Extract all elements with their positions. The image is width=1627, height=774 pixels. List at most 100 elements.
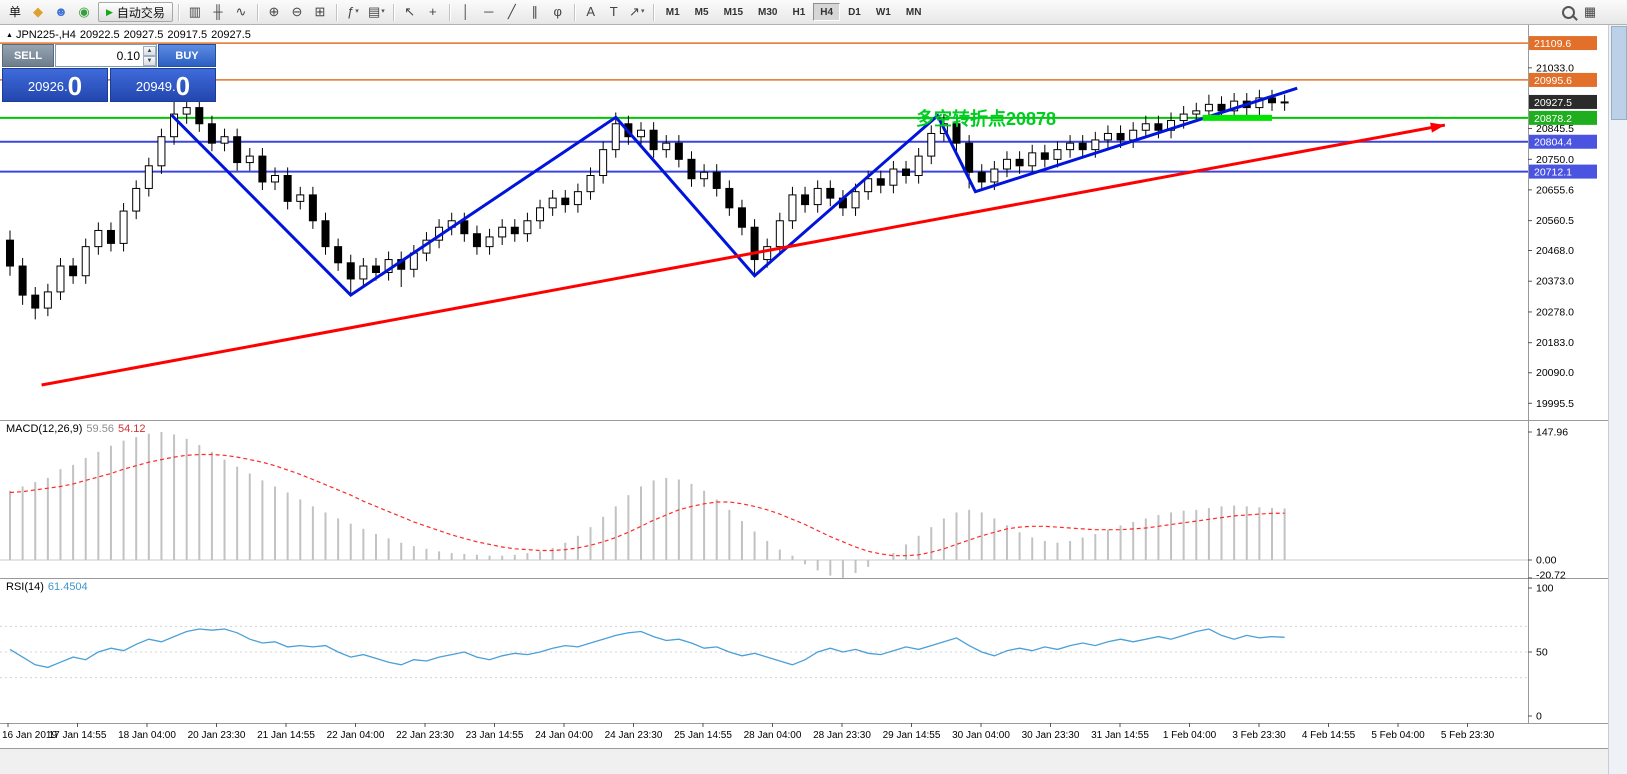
line-chart-icon[interactable]: ∿ xyxy=(230,2,252,22)
crosshair-icon[interactable]: + xyxy=(422,2,444,22)
new-order-button[interactable]: 单 xyxy=(4,2,26,22)
toolbar: 单 ◆ ☻ ◉ ▶ 自动交易 ▥ ╫ ∿ ⊕ ⊖ ⊞ ƒ ▾ ▤ ▾ ↖ + │ ─ ╱ ∥ φ A T ↗ ▾ M1 M5 M15 M30… xyxy=(0,0,1627,25)
pivot-annotation-label: 多空转折点20878 xyxy=(916,109,1057,129)
svg-text:20845.5: 20845.5 xyxy=(1536,123,1574,135)
svg-text:20468.0: 20468.0 xyxy=(1536,245,1574,257)
svg-text:20878.2: 20878.2 xyxy=(1534,113,1572,125)
timeframe-m30-button[interactable]: M30 xyxy=(751,3,784,21)
sell-price-button[interactable]: 20926. 0 xyxy=(2,68,108,102)
templates-icon[interactable]: ▤ ▾ xyxy=(365,2,388,22)
volume-up-button[interactable]: ▲ xyxy=(143,45,156,56)
autotrade-button[interactable]: ▶ 自动交易 xyxy=(98,2,173,22)
info-icon[interactable]: ◉ xyxy=(73,2,95,22)
zoom-in-icon[interactable]: ⊕ xyxy=(263,2,285,22)
svg-text:22 Jan 04:00: 22 Jan 04:00 xyxy=(327,730,385,741)
svg-text:20712.1: 20712.1 xyxy=(1534,167,1572,179)
buy-price-pip: 0 xyxy=(175,71,191,101)
chart-window: 21033.0 20845.5 20750.0 20655.6 20560.5 20468… xyxy=(0,25,1627,774)
macd-label: MACD(12,26,9) xyxy=(6,423,83,435)
search-icon[interactable] xyxy=(1557,2,1579,22)
trend-arrow-line[interactable] xyxy=(41,123,1446,387)
indicators-icon[interactable]: ƒ ▾ xyxy=(342,2,364,22)
text-tool-icon[interactable]: A xyxy=(580,2,602,22)
autotrade-label: 自动交易 xyxy=(116,5,165,20)
svg-text:5 Feb 04:00: 5 Feb 04:00 xyxy=(1371,730,1425,741)
svg-text:4 Feb 14:55: 4 Feb 14:55 xyxy=(1302,730,1356,741)
toolbar-separator xyxy=(573,3,575,21)
svg-text:0.00: 0.00 xyxy=(1536,555,1557,567)
profile-icon[interactable]: ☻ xyxy=(50,2,72,22)
close-value: 20927.5 xyxy=(211,29,251,41)
open-value: 20922.5 xyxy=(79,29,120,41)
timeframe-m15-button[interactable]: M15 xyxy=(717,3,750,21)
candlestick-chart-icon[interactable]: ╫ xyxy=(207,2,229,22)
macd-value: 59.56 xyxy=(86,423,114,435)
timeframe-d1-button[interactable]: D1 xyxy=(841,3,868,21)
svg-text:21033.0: 21033.0 xyxy=(1536,62,1574,74)
toolbar-separator xyxy=(335,3,337,21)
arrow-tool-icon[interactable]: ↗ ▾ xyxy=(626,2,648,22)
chart-canvas[interactable]: 21033.0 20845.5 20750.0 20655.6 20560.5 20468… xyxy=(0,25,1627,774)
svg-text:30 Jan 23:30: 30 Jan 23:30 xyxy=(1022,730,1080,741)
toolbar-separator xyxy=(652,3,654,21)
cursor-icon[interactable]: ↖ xyxy=(399,2,421,22)
timeframe-w1-button[interactable]: W1 xyxy=(869,3,898,21)
horizontal-level-lines[interactable] xyxy=(0,42,1528,173)
svg-text:147.96: 147.96 xyxy=(1536,427,1568,439)
timeframe-h4-button[interactable]: H4 xyxy=(813,3,841,21)
toolbar-separator xyxy=(448,3,450,21)
dropdown-caret-icon: ▾ xyxy=(381,8,385,15)
sell-price-pip: 0 xyxy=(67,71,83,101)
timeframe-h1-button[interactable]: H1 xyxy=(785,3,812,21)
fibonacci-icon[interactable]: φ xyxy=(547,2,569,22)
rsi-axis[interactable]: 100 50 0 xyxy=(1528,583,1554,723)
zoom-out-icon[interactable]: ⊖ xyxy=(286,2,308,22)
svg-text:20183.0: 20183.0 xyxy=(1536,337,1574,349)
timeframe-m5-button[interactable]: M5 xyxy=(688,3,716,21)
svg-text:20804.4: 20804.4 xyxy=(1534,137,1572,149)
svg-text:20278.0: 20278.0 xyxy=(1536,306,1574,318)
svg-text:31 Jan 14:55: 31 Jan 14:55 xyxy=(1091,730,1149,741)
volume-field[interactable]: 0.10 ▲ ▼ xyxy=(55,44,157,67)
svg-text:1 Feb 04:00: 1 Feb 04:00 xyxy=(1163,730,1217,741)
volume-down-button[interactable]: ▼ xyxy=(143,55,156,66)
svg-text:5 Feb 23:30: 5 Feb 23:30 xyxy=(1441,730,1495,741)
buy-button[interactable]: BUY xyxy=(158,44,216,67)
new-chart-icon[interactable]: ▦ xyxy=(1579,2,1601,22)
vertical-scrollbar[interactable] xyxy=(1608,25,1627,774)
rsi-label: RSI(14) xyxy=(6,581,44,593)
sell-button[interactable]: SELL xyxy=(2,44,54,67)
scrollbar-thumb[interactable] xyxy=(1611,26,1627,120)
candlestick-series xyxy=(6,89,1289,320)
dropdown-caret-icon: ▾ xyxy=(355,8,359,15)
trendline-icon[interactable]: ╱ xyxy=(501,2,523,22)
svg-text:20373.0: 20373.0 xyxy=(1536,276,1574,288)
tile-windows-icon[interactable]: ⊞ xyxy=(309,2,331,22)
rsi-indicator-header: RSI(14) 61.4504 xyxy=(6,581,88,593)
timeframe-mn-button[interactable]: MN xyxy=(899,3,929,21)
price-badges: 21109.6 20995.6 20927.5 20878.2 20804.4 20712… xyxy=(1529,36,1597,179)
charts-icon[interactable]: ◆ xyxy=(27,2,49,22)
svg-text:20655.6: 20655.6 xyxy=(1536,184,1574,196)
dropdown-caret-icon: ▾ xyxy=(640,8,645,15)
bar-chart-icon[interactable]: ▥ xyxy=(184,2,206,22)
svg-text:20927.5: 20927.5 xyxy=(1534,97,1572,109)
buy-price-button[interactable]: 20949. 0 xyxy=(110,68,216,102)
low-value: 20917.5 xyxy=(167,29,208,41)
svg-text:21 Jan 14:55: 21 Jan 14:55 xyxy=(257,730,315,741)
horizontal-line-icon[interactable]: ─ xyxy=(478,2,500,22)
svg-text:24 Jan 04:00: 24 Jan 04:00 xyxy=(535,730,593,741)
channel-icon[interactable]: ∥ xyxy=(524,2,546,22)
macd-axis[interactable]: 147.96 0.00 -20.72 xyxy=(1528,427,1568,582)
vertical-line-icon[interactable]: │ xyxy=(455,2,477,22)
svg-text:100: 100 xyxy=(1536,583,1554,595)
toolbar-right-group: ▦ xyxy=(1557,2,1601,22)
svg-text:25 Jan 14:55: 25 Jan 14:55 xyxy=(674,730,732,741)
timeframe-m1-button[interactable]: M1 xyxy=(659,3,687,21)
zigzag-trendline[interactable] xyxy=(170,86,1298,298)
volume-value: 0.10 xyxy=(116,48,140,63)
label-tool-icon[interactable]: T xyxy=(603,2,625,22)
price-axis[interactable]: 21033.0 20845.5 20750.0 20655.6 20560.5 20468… xyxy=(1528,62,1574,410)
svg-text:30 Jan 04:00: 30 Jan 04:00 xyxy=(952,730,1010,741)
